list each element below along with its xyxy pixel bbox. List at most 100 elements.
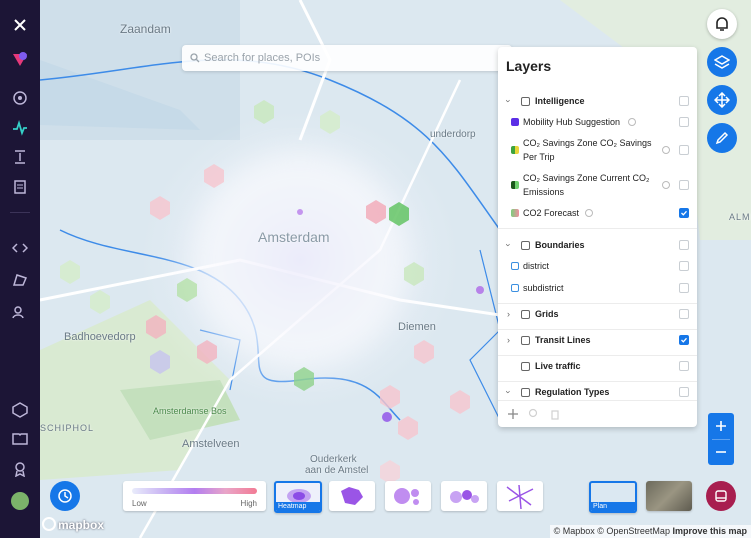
zoom-out[interactable]: [715, 446, 727, 458]
layer-row[interactable]: subdistrict: [498, 281, 697, 295]
map-label: Amsterdamse Bos: [153, 406, 227, 416]
nav-icon[interactable]: [12, 461, 28, 477]
layer-swatch: [511, 262, 519, 270]
info-icon[interactable]: [585, 209, 593, 217]
nav-icon[interactable]: [12, 402, 28, 418]
checkbox[interactable]: [679, 145, 689, 155]
view-mode-circles[interactable]: [385, 481, 431, 511]
info-icon[interactable]: [662, 146, 670, 154]
layer-swatch: [511, 146, 519, 154]
layers-panel: Layers › Intelligence Mobility Hub Suggest…: [498, 47, 697, 427]
draw-button[interactable]: [707, 123, 737, 153]
checkbox[interactable]: [679, 361, 689, 371]
layer-label: Mobility Hub Suggestion: [523, 117, 621, 127]
info-icon[interactable]: [662, 181, 670, 189]
map-label: Amstelveen: [182, 438, 240, 450]
divider: [498, 329, 697, 330]
checkbox[interactable]: [679, 117, 689, 127]
layer-swatch: [511, 181, 519, 189]
close-button[interactable]: [12, 17, 28, 33]
legend-high: High: [240, 499, 257, 508]
layer-label: CO₂ Savings Zone CO₂ Savings Per Trip: [523, 138, 652, 162]
view-mode-heatmap[interactable]: Heatmap: [274, 481, 322, 513]
layer-row[interactable]: CO2 Forecast: [498, 206, 697, 220]
delete-layer-button[interactable]: [549, 408, 561, 420]
layer-label: Regulation Types: [535, 387, 610, 397]
layer-row[interactable]: district: [498, 259, 697, 273]
nav-icon[interactable]: [12, 304, 28, 320]
map-label: Amsterdam: [258, 229, 330, 245]
map-label: Badhoevedorp: [64, 331, 136, 343]
logo-text: mapbox: [58, 518, 105, 532]
group-icon: [521, 336, 530, 345]
layer-row[interactable]: Live traffic: [498, 359, 697, 373]
time-button[interactable]: [50, 481, 80, 511]
zoom-control: [708, 413, 734, 465]
divider: [498, 381, 697, 382]
notifications-button[interactable]: [707, 9, 737, 39]
layer-row[interactable]: › Grids: [498, 307, 697, 321]
nav-icon[interactable]: [12, 272, 28, 288]
map-label: ALME: [729, 212, 751, 222]
expand-toggle[interactable]: ›: [507, 335, 510, 345]
zoom-in[interactable]: [715, 420, 727, 432]
group-icon: [521, 241, 530, 250]
chat-button[interactable]: [706, 481, 736, 511]
layer-row[interactable]: › Boundaries: [498, 238, 697, 252]
nav-icon[interactable]: [12, 179, 28, 195]
checkbox[interactable]: [679, 240, 689, 250]
expand-toggle[interactable]: ›: [503, 243, 514, 247]
layer-row[interactable]: › Regulation Types: [498, 385, 697, 399]
legend-low: Low: [132, 499, 147, 508]
legend-gradient: [132, 488, 257, 494]
checkbox[interactable]: [679, 96, 689, 106]
checkbox[interactable]: [679, 180, 689, 190]
view-mode-clusters[interactable]: [441, 481, 487, 511]
layer-label: district: [523, 261, 550, 271]
divider: [498, 400, 697, 401]
divider: [10, 212, 30, 213]
nav-icon[interactable]: [12, 431, 28, 447]
nav-icon[interactable]: [12, 149, 28, 165]
nav-icon[interactable]: [12, 90, 28, 106]
mapbox-logo: mapbox: [42, 517, 104, 532]
layer-label: Grids: [535, 309, 559, 319]
layer-label: subdistrict: [523, 283, 564, 293]
checkbox[interactable]: [679, 283, 689, 293]
layer-row[interactable]: › Transit Lines: [498, 333, 697, 347]
layer-row[interactable]: CO₂ Savings Zone CO₂ Savings Per Trip: [498, 136, 697, 164]
divider: [498, 228, 697, 229]
search-layer-button[interactable]: [528, 408, 540, 420]
layer-swatch: [511, 284, 519, 292]
layer-row[interactable]: › Intelligence: [498, 94, 697, 108]
expand-toggle[interactable]: ›: [503, 99, 514, 103]
user-avatar[interactable]: [11, 492, 29, 510]
checkbox[interactable]: [679, 335, 689, 345]
move-button[interactable]: [707, 85, 737, 115]
nav-icon[interactable]: [12, 240, 28, 256]
layer-row[interactable]: CO₂ Savings Zone Current CO₂ Emissions: [498, 171, 697, 199]
checkbox[interactable]: [679, 208, 689, 218]
improve-map-link[interactable]: Improve this map: [672, 526, 747, 536]
checkbox[interactable]: [679, 387, 689, 397]
layers-button[interactable]: [707, 47, 737, 77]
search-icon: [190, 53, 200, 63]
view-mode-lines[interactable]: [497, 481, 543, 511]
checkbox[interactable]: [679, 261, 689, 271]
layer-label: CO2 Forecast: [523, 208, 580, 218]
layer-label: Transit Lines: [535, 335, 591, 345]
app-logo[interactable]: [12, 51, 28, 67]
search-box[interactable]: Search for places, POIs: [182, 45, 512, 71]
nav-icon-active[interactable]: [12, 120, 28, 136]
basemap-plan[interactable]: Plan: [589, 481, 637, 513]
map-label: Ouderkerk: [310, 454, 357, 465]
basemap-satellite[interactable]: [646, 481, 692, 511]
expand-toggle[interactable]: ›: [507, 309, 510, 319]
info-icon[interactable]: [628, 118, 636, 126]
expand-toggle[interactable]: ›: [503, 390, 514, 394]
checkbox[interactable]: [679, 309, 689, 319]
add-layer-button[interactable]: [507, 408, 519, 420]
view-mode-hexagon[interactable]: [329, 481, 375, 511]
layer-row[interactable]: Mobility Hub Suggestion: [498, 115, 697, 129]
